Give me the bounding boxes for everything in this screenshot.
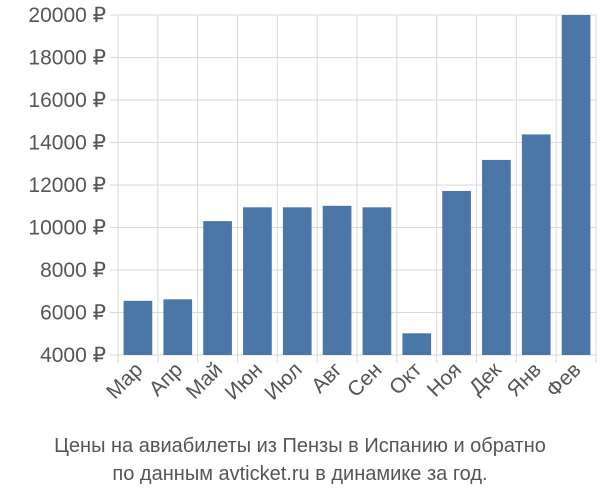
bar [123, 300, 153, 355]
chart-caption-line-1: Цены на авиабилеты из Пензы в Испанию и … [54, 435, 546, 457]
y-tick-label: 12000 ₽ [28, 174, 106, 197]
y-axis-tick-labels: 4000 ₽ 6000 ₽ 8000 ₽ 10000 ₽ 12000 ₽ 14000 ₽ 1… [28, 4, 106, 367]
y-tick-label: 16000 ₽ [28, 89, 106, 112]
x-tick-label: Май [182, 358, 227, 403]
x-tick-label: Окт [385, 358, 427, 400]
grid-layer [110, 14, 597, 363]
bar [442, 190, 471, 355]
x-tick-label: Апр [145, 358, 187, 400]
bar [163, 299, 193, 355]
x-tick-label: Фев [542, 358, 586, 402]
x-tick-label: Мар [102, 358, 147, 403]
y-tick-label: 20000 ₽ [28, 4, 106, 27]
y-tick-label: 14000 ₽ [28, 132, 106, 155]
chart-caption-line-2: по данным avticket.ru в динамике за год. [112, 463, 488, 485]
bar [402, 333, 432, 355]
x-tick-label: Сен [343, 358, 386, 401]
bar [362, 207, 392, 355]
y-tick-label: 6000 ₽ [40, 302, 106, 325]
y-tick-label: 4000 ₽ [40, 344, 106, 367]
bar [282, 207, 312, 355]
x-tick-label: Авг [307, 358, 347, 398]
bar [243, 207, 272, 355]
bar [561, 15, 591, 355]
x-tick-label: Дек [465, 358, 507, 400]
bar-layer [123, 15, 591, 355]
x-tick-label: Июл [260, 358, 306, 404]
x-tick-label: Июн [221, 358, 267, 404]
bar [322, 205, 352, 355]
y-tick-label: 8000 ₽ [40, 259, 106, 282]
bar [203, 221, 232, 355]
bar [521, 134, 551, 355]
x-tick-label: Ноя [423, 358, 466, 401]
x-tick-label: Янв [503, 358, 546, 401]
price-bar-chart: 4000 ₽ 6000 ₽ 8000 ₽ 10000 ₽ 12000 ₽ 14000 ₽ 1… [28, 4, 597, 405]
bar [482, 159, 511, 355]
y-tick-label: 18000 ₽ [28, 47, 106, 70]
y-tick-label: 10000 ₽ [28, 217, 106, 240]
